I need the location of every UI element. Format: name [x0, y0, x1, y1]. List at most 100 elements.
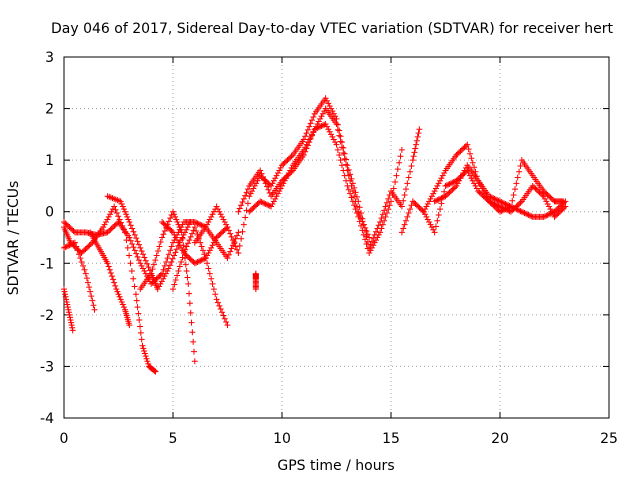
data-point [352, 198, 359, 205]
data-point [188, 319, 195, 326]
data-point [413, 202, 420, 209]
data-point [234, 232, 241, 239]
data-point [195, 258, 202, 265]
data-point [66, 314, 73, 321]
data-point [199, 247, 206, 254]
data-point [381, 207, 388, 214]
data-point [407, 168, 414, 175]
data-point [535, 188, 542, 195]
data-point [115, 213, 122, 220]
data-point [359, 227, 366, 234]
data-point [375, 222, 382, 229]
data-point [168, 243, 175, 250]
data-point [358, 215, 365, 222]
data-point [180, 249, 187, 256]
data-point [345, 166, 352, 173]
data-point [197, 221, 204, 228]
data-point [543, 212, 550, 219]
data-point [190, 338, 197, 345]
data-point [434, 217, 441, 224]
data-point [240, 195, 247, 202]
data-point [145, 264, 152, 271]
data-point [457, 148, 464, 155]
data-point [206, 247, 213, 254]
y-axis-label: SDTVAR / TECUs [6, 181, 22, 296]
data-point [257, 167, 264, 174]
data-point [126, 234, 133, 241]
data-point [468, 175, 475, 182]
data-point [507, 203, 514, 210]
data-point [453, 182, 460, 189]
data-point [63, 296, 70, 303]
data-point [175, 268, 182, 275]
data-point [64, 301, 71, 308]
data-point [67, 317, 74, 324]
data-point [204, 221, 211, 228]
data-point [283, 158, 290, 165]
data-point [353, 193, 360, 200]
data-point [405, 210, 412, 217]
data-point [128, 268, 135, 275]
data-point [133, 250, 140, 257]
data-point [509, 204, 516, 211]
data-point [441, 188, 448, 195]
data-point [460, 170, 467, 177]
data-point [446, 180, 453, 187]
data-point [559, 206, 566, 213]
data-point [517, 208, 524, 215]
data-point [377, 229, 384, 236]
data-point [217, 230, 224, 237]
data-point [520, 209, 527, 216]
data-point [131, 283, 138, 290]
data-point [152, 368, 159, 375]
data-point [101, 221, 108, 228]
data-point [558, 202, 565, 209]
data-point [378, 215, 385, 222]
data-point [398, 203, 405, 210]
data-point [172, 234, 179, 241]
data-point [467, 150, 474, 157]
data-point [221, 226, 228, 233]
data-point [127, 237, 134, 244]
data-point [250, 185, 257, 192]
data-point [457, 175, 464, 182]
data-point [179, 254, 186, 261]
data-point [378, 225, 385, 232]
data-point [285, 155, 292, 162]
data-point [475, 188, 482, 195]
data-point [326, 128, 333, 135]
y-tick-label: 1 [45, 153, 54, 169]
data-point [225, 251, 232, 258]
data-point [416, 204, 423, 211]
data-point [108, 208, 115, 215]
series-trace-n [420, 141, 567, 215]
data-point [160, 266, 167, 273]
data-point [172, 213, 179, 220]
data-point [266, 190, 273, 197]
data-point [373, 237, 380, 244]
data-point [139, 342, 146, 349]
data-point [540, 193, 547, 200]
data-point [210, 286, 217, 293]
data-point [238, 235, 245, 242]
data-point [544, 191, 551, 198]
data-point [208, 275, 215, 282]
data-point [105, 263, 112, 270]
data-point [445, 181, 452, 188]
data-point [364, 231, 371, 238]
data-point [120, 206, 127, 213]
data-point [462, 142, 469, 149]
data-point [251, 203, 258, 210]
data-point [465, 146, 472, 153]
data-point [69, 240, 76, 247]
data-point [197, 257, 204, 264]
data-point [438, 200, 445, 207]
data-point [431, 188, 438, 195]
data-point [505, 202, 512, 209]
data-point [488, 200, 495, 207]
data-point [158, 278, 165, 285]
data-point [462, 164, 469, 171]
data-point [367, 247, 374, 254]
data-point [247, 207, 254, 214]
data-point [437, 195, 444, 202]
